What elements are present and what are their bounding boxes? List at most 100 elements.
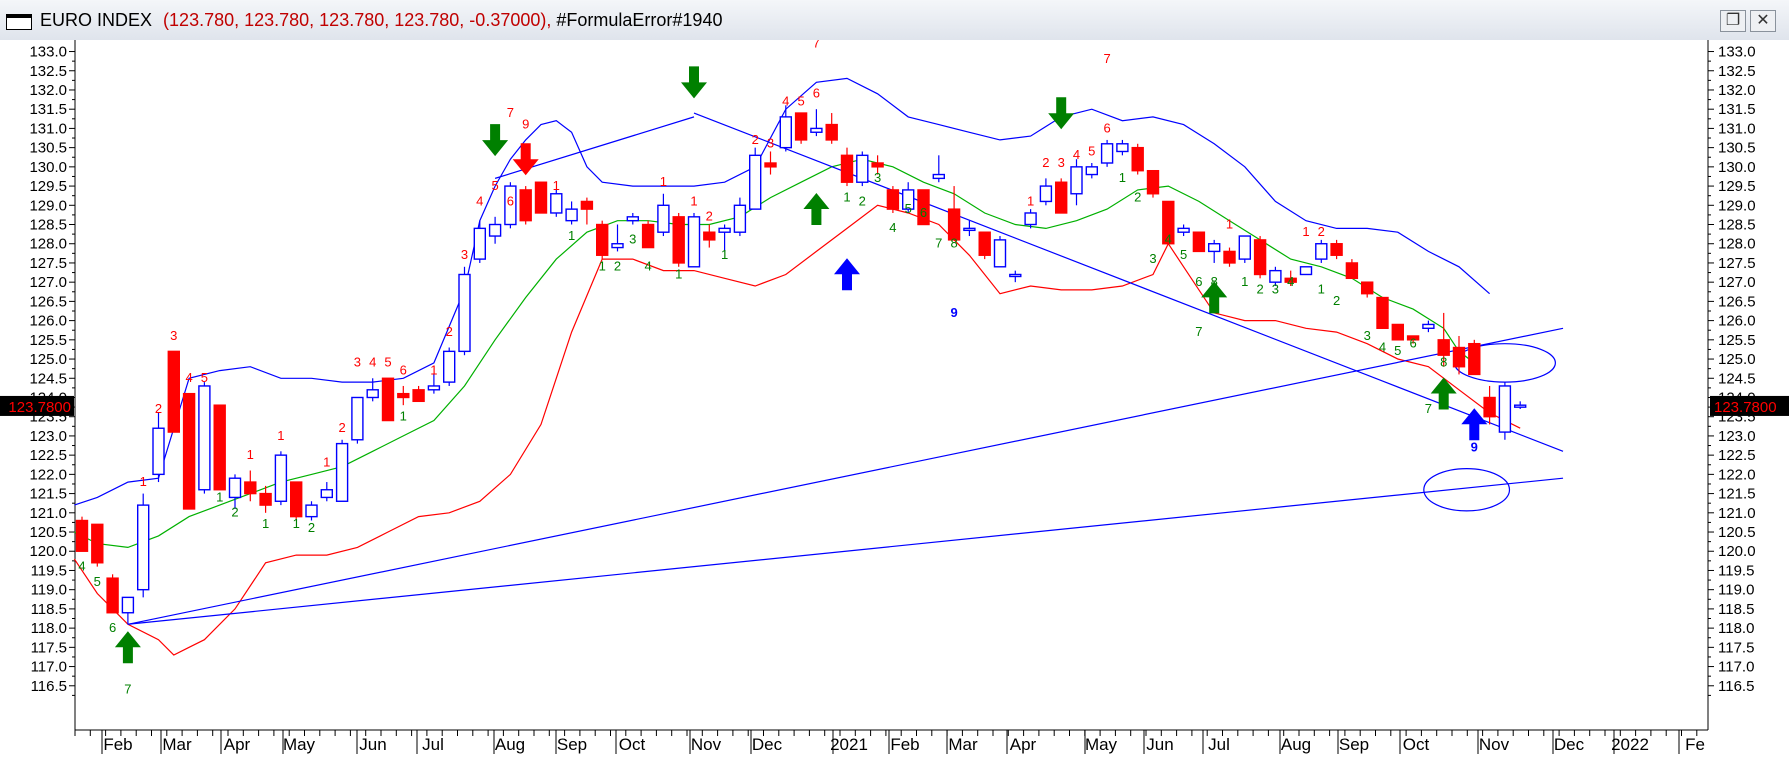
setup-count-label: 9	[522, 116, 529, 131]
y-tick-label: 120.5	[29, 524, 67, 541]
y-tick-label: 118.0	[31, 620, 67, 637]
y-tick-label: 125.0	[1718, 351, 1756, 368]
candle-body	[1315, 243, 1328, 260]
candle-body	[1269, 269, 1282, 283]
setup-count-label: 1	[599, 259, 606, 274]
y-tick-label: 132.5	[29, 63, 67, 80]
candle-body	[1284, 277, 1297, 283]
candle-body	[1070, 166, 1083, 195]
y-tick-label: 122.5	[1718, 447, 1756, 464]
x-tick-label: Feb	[890, 735, 919, 754]
setup-count-label: 2	[1333, 293, 1340, 308]
trendline	[127, 327, 1564, 625]
y-tick-label: 119.0	[1718, 582, 1754, 599]
lower-band-line	[73, 204, 1521, 656]
price-chart[interactable]: 133.0 133.0 132.5 132.5 132.0 132.0 131.5 131.5…	[0, 40, 1789, 764]
candle-body	[198, 385, 211, 491]
candle-body	[565, 208, 578, 222]
x-tick-label: Aug	[1281, 735, 1311, 754]
candle-body	[274, 454, 288, 502]
last-price-box-left	[0, 395, 74, 416]
candle-body	[1207, 243, 1221, 253]
candle-body	[733, 204, 747, 233]
x-tick-label: Jul	[422, 735, 444, 754]
setup-count-label: 3	[629, 232, 636, 247]
setup-count-label: 4	[644, 259, 651, 274]
close-icon: ✕	[1756, 12, 1770, 29]
setup-count-label: 1	[1226, 216, 1233, 231]
setup-count-label: 1	[277, 428, 284, 443]
candle-body	[488, 223, 502, 237]
setup-count-label: 4	[1287, 274, 1294, 289]
candle-body	[1483, 396, 1496, 418]
setup-count-label: 1	[1119, 170, 1126, 185]
candle-body	[534, 181, 548, 214]
close-button[interactable]: ✕	[1750, 10, 1776, 32]
setup-count-label: 3	[170, 328, 177, 343]
y-tick-label: 126.5	[29, 293, 67, 310]
y-tick-label: 127.0	[29, 274, 67, 291]
sell-arrow-icon	[681, 66, 707, 99]
candle-body	[856, 154, 869, 183]
setup-count-label: 5	[905, 201, 912, 216]
y-tick-label: 125.0	[29, 351, 67, 368]
setup-count-label: 3	[354, 355, 361, 370]
candle-body	[443, 350, 456, 383]
candle-body	[259, 492, 272, 506]
candle-body	[1391, 323, 1405, 341]
last-price-label: 123.7800	[8, 399, 71, 416]
setup-count-label: 2	[1318, 224, 1325, 239]
setup-count-label: 9	[1471, 439, 1478, 454]
setup-count-label: 2	[446, 324, 453, 339]
restore-button[interactable]: ❐	[1720, 10, 1746, 32]
setup-count-label: 2	[752, 132, 759, 147]
setup-count-label: 6	[109, 620, 116, 635]
candle-body	[550, 193, 563, 214]
candle-body	[91, 523, 104, 564]
x-tick-label: Dec	[1554, 735, 1585, 754]
y-tick-label: 128.5	[29, 217, 67, 234]
x-tick-label: Fe	[1685, 735, 1705, 754]
restore-icon: ❐	[1725, 12, 1741, 29]
upper-band-line	[74, 77, 1490, 506]
y-tick-label: 121.0	[1718, 505, 1756, 522]
candle-body	[886, 189, 900, 210]
trendline	[127, 477, 1564, 625]
candle-body	[335, 442, 349, 502]
setup-count-label: 1	[843, 189, 850, 204]
candle-body	[1437, 339, 1450, 356]
x-tick-label: 2021	[830, 735, 868, 754]
trendline	[693, 112, 1564, 452]
candle-body	[320, 489, 333, 499]
setup-count-label: 7	[1103, 51, 1110, 66]
candle-body	[1024, 212, 1037, 226]
candle-body	[871, 162, 884, 168]
y-tick-label: 132.5	[1718, 63, 1756, 80]
y-tick-label: 118.0	[1718, 620, 1754, 637]
setup-count-label: 5	[797, 93, 804, 108]
y-tick-label: 122.0	[1718, 466, 1756, 483]
sell-arrow-icon	[1048, 97, 1075, 130]
setup-count-label: 6	[813, 86, 820, 101]
setup-count-label: 3	[874, 170, 881, 185]
y-tick-label: 133.0	[1718, 44, 1756, 61]
y-tick-label: 128.0	[1718, 236, 1756, 253]
setup-count-label: 4	[369, 355, 376, 370]
candle-body	[1468, 342, 1481, 376]
setup-count-label: 3	[1272, 282, 1279, 297]
candle-body	[228, 477, 242, 499]
setup-count-label: 2	[308, 520, 315, 535]
y-tick-label: 131.0	[29, 120, 67, 137]
setup-count-label: 1	[721, 247, 728, 262]
setup-count-label: 1	[216, 489, 223, 504]
candle-body	[779, 116, 792, 149]
y-tick-label: 130.5	[1718, 140, 1756, 157]
candle-body	[458, 273, 471, 353]
candle-body	[290, 481, 303, 518]
candle-body	[1054, 181, 1068, 214]
candle-body	[810, 127, 823, 133]
candle-body	[1345, 262, 1359, 280]
setup-count-label: 7	[507, 105, 514, 120]
candle-body	[1406, 335, 1420, 341]
